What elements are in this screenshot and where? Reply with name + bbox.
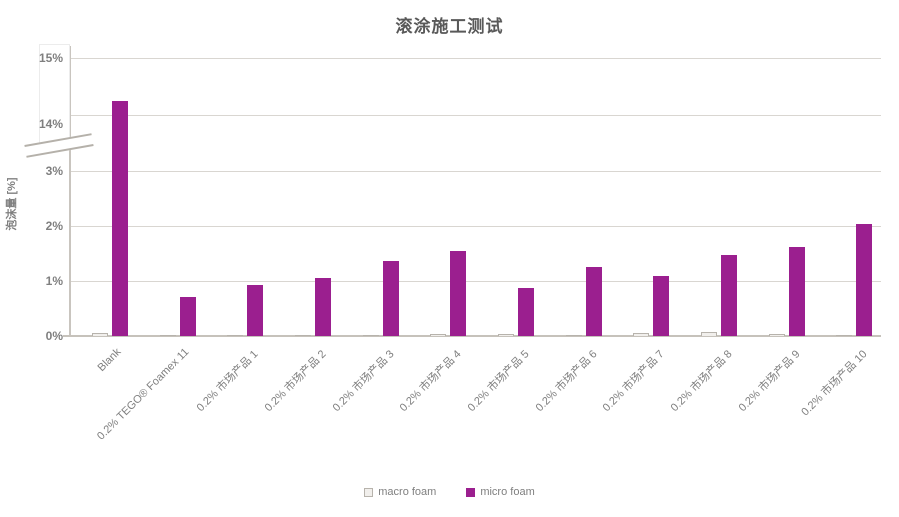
bar-macro-foam (633, 333, 649, 336)
bar-micro-foam (112, 101, 128, 336)
legend-label: macro foam (378, 486, 437, 498)
legend-item-macro-foam: macro foam (364, 486, 436, 498)
legend-label: micro foam (480, 486, 535, 498)
bar-macro-foam (363, 335, 379, 336)
bar-micro-foam (383, 261, 399, 336)
bar-macro-foam (295, 335, 311, 336)
y-tick-label: 0% (45, 329, 63, 343)
bar-micro-foam (315, 278, 331, 336)
bar-macro-foam (160, 335, 176, 336)
legend: macro foam micro foam (0, 486, 899, 498)
bar-micro-foam (586, 267, 602, 336)
chart-title: 滚涂施工测试 (395, 17, 504, 36)
bar-macro-foam (227, 335, 243, 336)
gridline-14% (71, 115, 881, 116)
bar-micro-foam (856, 224, 872, 336)
y-axis-line (69, 46, 71, 337)
bar-micro-foam (247, 285, 263, 336)
bar-macro-foam (701, 332, 717, 336)
legend-item-micro-foam: micro foam (466, 486, 535, 498)
gridline-15% (71, 58, 881, 59)
y-tick-label: 3% (45, 164, 63, 178)
gridline-3% (71, 171, 881, 172)
y-tick-label: 1% (45, 274, 63, 288)
x-axis-line (63, 335, 881, 337)
bar-macro-foam (430, 334, 446, 336)
gridline-2% (71, 226, 881, 227)
bar-micro-foam (653, 276, 669, 336)
bar-macro-foam (836, 335, 852, 336)
y-tick-label: 14% (38, 117, 63, 131)
bar-micro-foam (180, 297, 196, 336)
legend-swatch-icon (466, 487, 476, 497)
bar-macro-foam (566, 335, 582, 336)
legend-swatch-icon (364, 487, 374, 497)
gridline-1% (71, 281, 881, 282)
bar-macro-foam (92, 333, 108, 336)
bar-micro-foam (721, 255, 737, 336)
y-tick-label: 15% (38, 51, 63, 65)
bar-macro-foam (769, 334, 785, 336)
y-tick-label: 2% (45, 219, 63, 233)
bar-micro-foam (789, 247, 805, 336)
bar-micro-foam (518, 288, 534, 336)
bar-macro-foam (498, 334, 514, 336)
bar-micro-foam (450, 251, 466, 336)
axis-break-cover (39, 44, 70, 148)
